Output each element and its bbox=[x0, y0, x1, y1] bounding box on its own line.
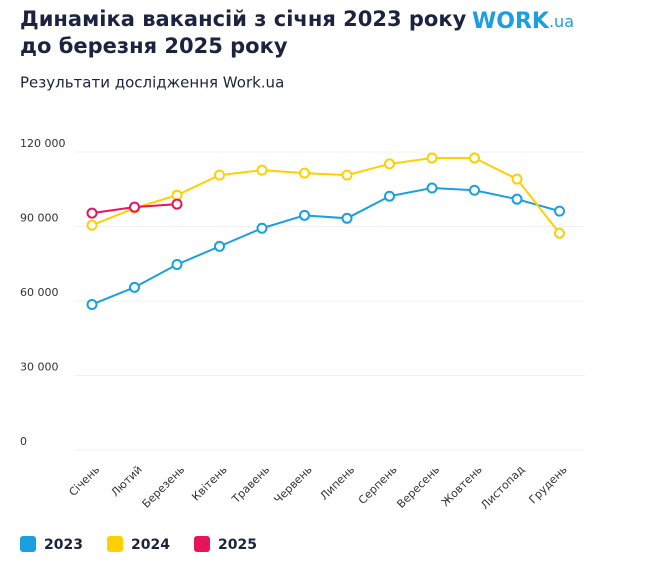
legend-swatch bbox=[194, 536, 210, 552]
point bbox=[426, 152, 438, 164]
point bbox=[171, 189, 183, 201]
point bbox=[256, 164, 268, 176]
point bbox=[129, 281, 140, 293]
point bbox=[299, 209, 310, 221]
point bbox=[554, 227, 565, 239]
point bbox=[554, 205, 565, 217]
legend-swatch bbox=[107, 536, 123, 552]
y-tick-label: 120 000 bbox=[20, 137, 66, 150]
point bbox=[86, 207, 98, 219]
legend-label: 2025 bbox=[218, 537, 257, 553]
series-line bbox=[91, 156, 561, 234]
point bbox=[129, 201, 140, 213]
logo-suffix: .ua bbox=[549, 12, 574, 31]
x-tick-label: Липень bbox=[318, 463, 358, 503]
x-tick-label: Березень bbox=[140, 463, 188, 511]
point bbox=[426, 182, 438, 194]
point bbox=[384, 158, 395, 170]
legend-swatch bbox=[20, 536, 36, 552]
y-tick-label: 90 000 bbox=[20, 212, 59, 225]
point bbox=[86, 219, 98, 231]
x-tick-label: Листопад bbox=[478, 463, 527, 512]
point bbox=[511, 193, 523, 205]
series-line bbox=[91, 187, 560, 306]
x-tick-label: Квітень bbox=[189, 463, 229, 503]
point bbox=[341, 169, 353, 181]
point bbox=[171, 198, 183, 210]
point bbox=[469, 184, 480, 196]
x-tick-label: Вересень bbox=[394, 463, 442, 511]
x-tick-label: Серпень bbox=[356, 463, 400, 507]
chart-title-line: до березня 2025 року bbox=[20, 34, 288, 58]
point bbox=[214, 169, 225, 181]
logo: WORK.ua bbox=[472, 9, 574, 34]
legend-label: 2023 bbox=[44, 537, 83, 553]
point bbox=[86, 298, 98, 310]
chart-title-line: Динаміка вакансій з січня 2023 року bbox=[20, 7, 467, 31]
x-tick-label: Грудень bbox=[526, 463, 569, 506]
y-tick-label: 0 bbox=[20, 435, 27, 448]
point bbox=[511, 173, 523, 185]
y-tick-label: 30 000 bbox=[20, 361, 59, 374]
x-tick-label: Лютий bbox=[109, 463, 145, 499]
legend-label: 2024 bbox=[131, 537, 170, 553]
point bbox=[341, 212, 353, 224]
point bbox=[469, 152, 480, 164]
x-tick-label: Червень bbox=[271, 463, 314, 506]
y-tick-label: 60 000 bbox=[20, 286, 59, 299]
logo-main: WORK bbox=[472, 9, 550, 34]
x-tick-label: Січень bbox=[66, 463, 102, 499]
point bbox=[256, 222, 268, 234]
chart-subtitle: Результати дослідження Work.ua bbox=[20, 74, 284, 92]
point bbox=[171, 258, 183, 270]
x-tick-label: Травень bbox=[229, 463, 272, 506]
point bbox=[299, 167, 310, 179]
point bbox=[384, 190, 395, 202]
point bbox=[214, 240, 225, 252]
